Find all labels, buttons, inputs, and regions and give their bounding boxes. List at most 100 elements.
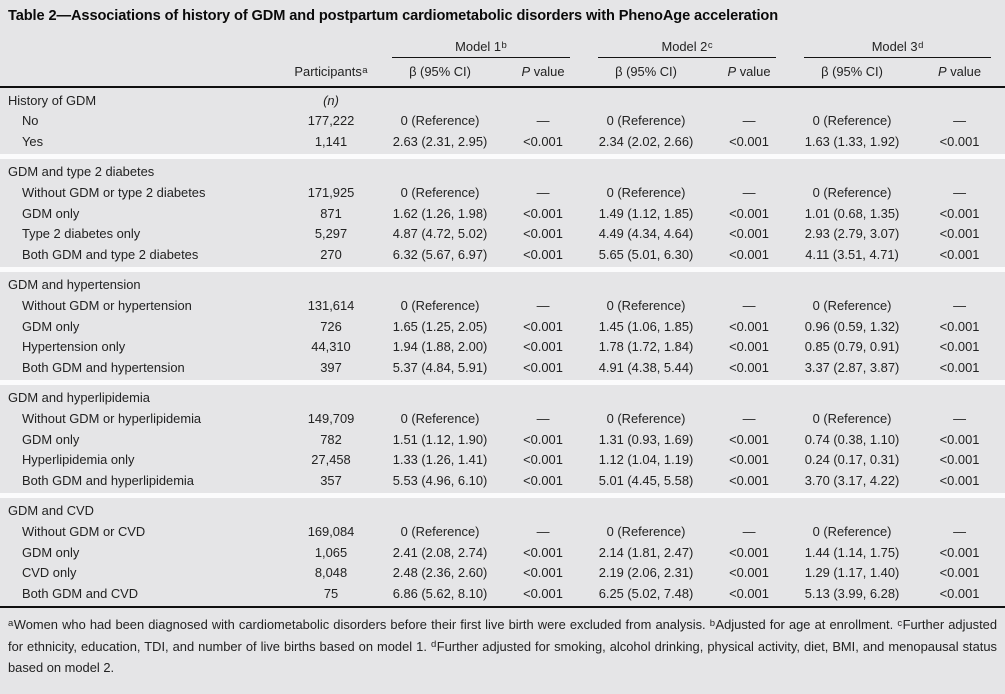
participants-n: 782 (320, 431, 342, 447)
model2-pvalue: <0.001 (729, 360, 769, 376)
footnote-marker-a: a (8, 617, 14, 629)
table-row-gdm-only: GDM only 782 1.51 (1.12, 1.90) <0.001 1.31 (… (0, 429, 1005, 450)
model2-pvalue: — (742, 297, 756, 313)
model2-beta-ci: 1.45 (1.06, 1.85) (598, 318, 694, 334)
model2-pvalue: — (742, 184, 756, 200)
row-label: GDM only (22, 431, 80, 447)
model3-beta-ci: 0 (Reference) (812, 297, 892, 313)
participants-n: 169,084 (307, 523, 355, 539)
model2-beta-ci: 1.31 (0.93, 1.69) (598, 431, 694, 447)
footnote-text-c: Further adjusted for ethnicity, educatio… (8, 617, 997, 654)
model1-beta-ci: 0 (Reference) (400, 410, 480, 426)
model1-beta-ci: 6.32 (5.67, 6.97) (392, 247, 488, 263)
model3-pvalue: <0.001 (939, 565, 980, 581)
model1-beta-ci: 2.48 (2.36, 2.60) (392, 565, 488, 581)
model1-pvalue: <0.001 (523, 565, 563, 581)
row-label: Both GDM and hyperlipidemia (22, 473, 194, 489)
footnote-marker-b: b (709, 617, 716, 629)
table-row-without-gdm-or-type-2-diabetes: Without GDM or type 2 diabetes 171,925 0 (… (0, 182, 1005, 203)
model-3-header: Model 3d (790, 37, 1005, 58)
model1-pvalue: <0.001 (523, 134, 563, 150)
participants-n-unit (284, 496, 378, 521)
model2-beta-ci: 0 (Reference) (606, 113, 686, 129)
model2-beta-ci: 4.49 (4.34, 4.64) (598, 226, 694, 242)
model3-beta-ci: 0 (Reference) (812, 523, 892, 539)
table-row-cvd-only: CVD only 8,048 2.48 (2.36, 2.60) <0.001 2.19… (0, 563, 1005, 584)
table-row-hyperlipidemia-only: Hyperlipidemia only 27,458 1.33 (1.26, 1.4… (0, 450, 1005, 471)
table-row-type-2-diabetes-only: Type 2 diabetes only 5,297 4.87 (4.72, 5.0… (0, 224, 1005, 245)
section-gdm-and-hyperlipidemia: GDM and hyperlipidemia Without GDM or hyp… (0, 382, 1005, 496)
empty-cell (790, 496, 914, 521)
model2-beta-ci: 1.12 (1.04, 1.19) (598, 452, 694, 468)
model1-beta-ci: 1.65 (1.25, 2.05) (392, 318, 488, 334)
row-label: No (22, 113, 39, 129)
model1-beta-ci: 0 (Reference) (400, 113, 480, 129)
model3-pvalue: <0.001 (939, 586, 980, 602)
model1-pvalue: — (536, 113, 550, 129)
table-row-both-gdm-and-hyperlipidemia: Both GDM and hyperlipidemia 357 5.53 (4.96… (0, 471, 1005, 496)
empty-cell (790, 157, 914, 182)
model-header-row: Model 1b Model 2c Model 3d (0, 37, 1005, 58)
model3-beta-ci: 0.24 (0.17, 0.31) (804, 452, 900, 468)
spacer-cell (0, 58, 284, 88)
model3-pvalue: <0.001 (939, 544, 980, 560)
model2-beta-ci: 2.34 (2.02, 2.66) (598, 134, 694, 150)
table-row-without-gdm-or-hypertension: Without GDM or hypertension 131,614 0 (Ref… (0, 295, 1005, 316)
empty-cell (708, 87, 790, 111)
participants-n: 131,614 (307, 297, 355, 313)
model3-beta-ci: 1.44 (1.14, 1.75) (804, 544, 900, 560)
footnote-marker-c: c (897, 617, 903, 629)
empty-cell (584, 270, 708, 295)
model2-pvalue: <0.001 (729, 586, 769, 602)
table-row-without-gdm-or-hyperlipidemia: Without GDM or hyperlipidemia 149,709 0 (R… (0, 408, 1005, 429)
participants-n: 177,222 (307, 113, 355, 129)
participants-n: 44,310 (311, 339, 351, 355)
participants-n-unit: (n) (323, 92, 339, 108)
model1-pvalue: <0.001 (523, 473, 563, 489)
beta-column-header-model2: β (95% CI) (584, 58, 709, 88)
empty-cell (708, 383, 790, 408)
model3-beta-ci: 3.70 (3.17, 4.22) (804, 473, 900, 489)
section-gdm-and-type-2-diabetes: GDM and type 2 diabetes Without GDM or ty… (0, 156, 1005, 270)
participants-n-unit (284, 270, 378, 295)
table-row-both-gdm-and-type-2-diabetes: Both GDM and type 2 diabetes 270 6.32 (5.6… (0, 245, 1005, 270)
section-gdm-and-hypertension: GDM and hypertension Without GDM or hyper… (0, 269, 1005, 383)
model3-beta-ci: 1.63 (1.33, 1.92) (804, 134, 900, 150)
section-header-row: GDM and type 2 diabetes (0, 157, 1005, 182)
model1-pvalue: <0.001 (523, 431, 563, 447)
empty-cell (584, 157, 708, 182)
empty-cell (914, 157, 1005, 182)
footnote-text-d: Further adjusted for smoking, alcohol dr… (8, 638, 998, 676)
model2-pvalue: <0.001 (729, 565, 769, 581)
model1-pvalue: <0.001 (523, 247, 563, 263)
model-1-sup: b (501, 39, 507, 51)
model3-beta-ci: 0.85 (0.79, 0.91) (804, 339, 900, 355)
model2-beta-ci: 0 (Reference) (606, 410, 686, 426)
empty-cell (378, 87, 502, 111)
row-label: Hyperlipidemia only (22, 452, 135, 468)
beta-column-header-model3: β (95% CI) (790, 58, 915, 88)
participants-n: 397 (320, 360, 342, 376)
model-2-label: Model 2c (598, 39, 777, 58)
empty-cell (708, 157, 790, 182)
model1-beta-ci: 0 (Reference) (400, 184, 480, 200)
model1-beta-ci: 2.41 (2.08, 2.74) (392, 544, 488, 560)
model3-pvalue: <0.001 (939, 431, 980, 447)
empty-cell (584, 87, 708, 111)
model1-beta-ci: 1.51 (1.12, 1.90) (392, 431, 488, 447)
spacer-cell (284, 37, 378, 58)
model3-beta-ci: 4.11 (3.51, 4.71) (805, 247, 899, 263)
model2-pvalue: — (742, 113, 756, 129)
table-title-text: Table 2—Associations of history of GDM a… (8, 8, 779, 24)
model3-pvalue: — (953, 297, 966, 313)
model3-beta-ci: 5.13 (3.99, 6.28) (804, 586, 900, 602)
model1-pvalue: <0.001 (523, 360, 563, 376)
pvalue-column-header-model2: P value (708, 58, 791, 88)
table-row-both-gdm-and-cvd: Both GDM and CVD 75 6.86 (5.62, 8.10) <0.00… (0, 584, 1005, 607)
model3-beta-ci: 0 (Reference) (812, 410, 892, 426)
empty-cell (790, 87, 914, 111)
model2-pvalue: <0.001 (729, 544, 769, 560)
table-row-without-gdm-or-cvd: Without GDM or CVD 169,084 0 (Reference) — 0… (0, 521, 1005, 542)
model2-beta-ci: 0 (Reference) (606, 297, 686, 313)
model3-beta-ci: 0 (Reference) (812, 113, 892, 129)
